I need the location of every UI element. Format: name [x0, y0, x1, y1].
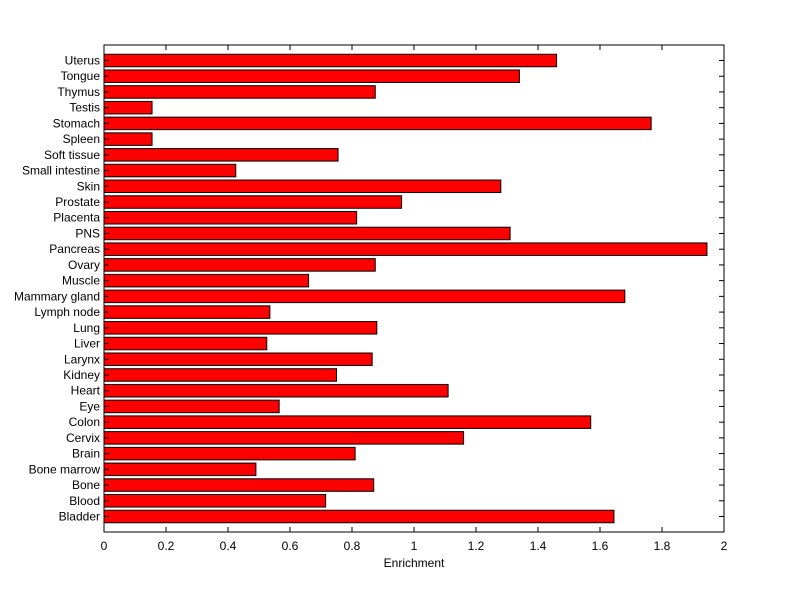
- bar-pns: [103, 226, 511, 241]
- y-tick-label-pancreas: Pancreas: [49, 242, 100, 256]
- y-tick-label-ovary: Ovary: [68, 258, 100, 272]
- bar-cervix: [103, 431, 465, 445]
- y-tick-label-lung: Lung: [73, 321, 100, 335]
- bar-liver: [103, 336, 268, 351]
- bar-muscle: [103, 273, 310, 288]
- y-tick-label-colon: Colon: [69, 415, 100, 429]
- y-tick-label-cervix: Cervix: [66, 431, 100, 445]
- bar-prostate: [103, 195, 403, 209]
- y-tick-label-small-intestine: Small intestine: [22, 164, 100, 178]
- x-tick-label-10: 2: [721, 539, 728, 553]
- y-tick-label-larynx: Larynx: [64, 352, 100, 366]
- y-tick-label-blood: Blood: [69, 494, 100, 508]
- y-tick-label-prostate: Prostate: [55, 195, 100, 209]
- bar-small-intestine: [103, 163, 237, 178]
- y-tick-label-kidney: Kidney: [63, 368, 100, 382]
- bar-larynx: [103, 352, 373, 367]
- bar-heart: [103, 383, 449, 398]
- bar-colon: [103, 415, 592, 429]
- y-tick-label-eye: Eye: [79, 399, 100, 413]
- bar-skin: [103, 179, 502, 194]
- y-tick-label-brain: Brain: [72, 447, 100, 461]
- bar-ovary: [103, 258, 376, 272]
- bar-tongue: [103, 69, 520, 83]
- y-tick-label-bone: Bone: [72, 478, 100, 492]
- bar-stomach: [103, 116, 652, 131]
- bar-bone: [103, 478, 375, 492]
- bar-thymus: [103, 85, 376, 99]
- y-tick-label-bone-marrow: Bone marrow: [29, 462, 101, 476]
- x-tick-label-6: 1.2: [468, 539, 485, 553]
- y-tick-label-soft-tissue: Soft tissue: [44, 148, 100, 162]
- bar-pancreas: [103, 242, 708, 256]
- y-tick-label-uterus: Uterus: [65, 54, 100, 68]
- y-tick-label-spleen: Spleen: [63, 132, 100, 146]
- x-axis-title: Enrichment: [384, 556, 445, 570]
- bar-bone-marrow: [103, 462, 257, 477]
- bar-bladder: [103, 509, 615, 524]
- x-tick-label-7: 1.4: [530, 539, 547, 553]
- y-tick-label-liver: Liver: [74, 337, 100, 351]
- y-tick-label-mammary-gland: Mammary gland: [14, 289, 100, 303]
- bar-lymph-node: [103, 305, 271, 319]
- x-tick-label-8: 1.6: [592, 539, 609, 553]
- bar-lung: [103, 321, 378, 335]
- x-tick-label-5: 1: [411, 539, 418, 553]
- bar-spleen: [103, 132, 153, 146]
- x-tick-label-1: 0.2: [158, 539, 175, 553]
- x-tick-label-3: 0.6: [282, 539, 299, 553]
- x-tick-label-9: 1.8: [654, 539, 671, 553]
- x-tick-label-4: 0.8: [344, 539, 361, 553]
- y-tick-label-testis: Testis: [69, 101, 100, 115]
- x-tick-label-0: 0: [101, 539, 108, 553]
- y-tick-label-heart: Heart: [71, 384, 101, 398]
- x-tick-label-2: 0.4: [220, 539, 237, 553]
- y-tick-label-bladder: Bladder: [59, 510, 100, 524]
- bar-blood: [103, 494, 327, 508]
- bar-kidney: [103, 368, 337, 382]
- y-tick-label-muscle: Muscle: [62, 274, 100, 288]
- bar-eye: [103, 399, 280, 414]
- y-tick-label-pns: PNS: [75, 226, 100, 240]
- bar-soft-tissue: [103, 148, 339, 162]
- bar-brain: [103, 446, 356, 461]
- bar-placenta: [103, 210, 358, 225]
- y-tick-label-placenta: Placenta: [53, 211, 100, 225]
- y-tick-label-thymus: Thymus: [57, 85, 100, 99]
- x-axis-ticks: 0 0.2 0.4 0.6 0.8 1 1.2 1.4 1.6 1.8 2: [101, 45, 728, 553]
- bar-mammary-gland: [103, 289, 626, 304]
- bar-uterus: [103, 53, 558, 68]
- bar-testis: [103, 100, 153, 115]
- y-tick-label-lymph-node: Lymph node: [34, 305, 100, 319]
- y-tick-label-tongue: Tongue: [61, 69, 101, 83]
- y-tick-label-stomach: Stomach: [53, 116, 100, 130]
- bars-group: [103, 53, 708, 524]
- y-tick-label-skin: Skin: [77, 179, 100, 193]
